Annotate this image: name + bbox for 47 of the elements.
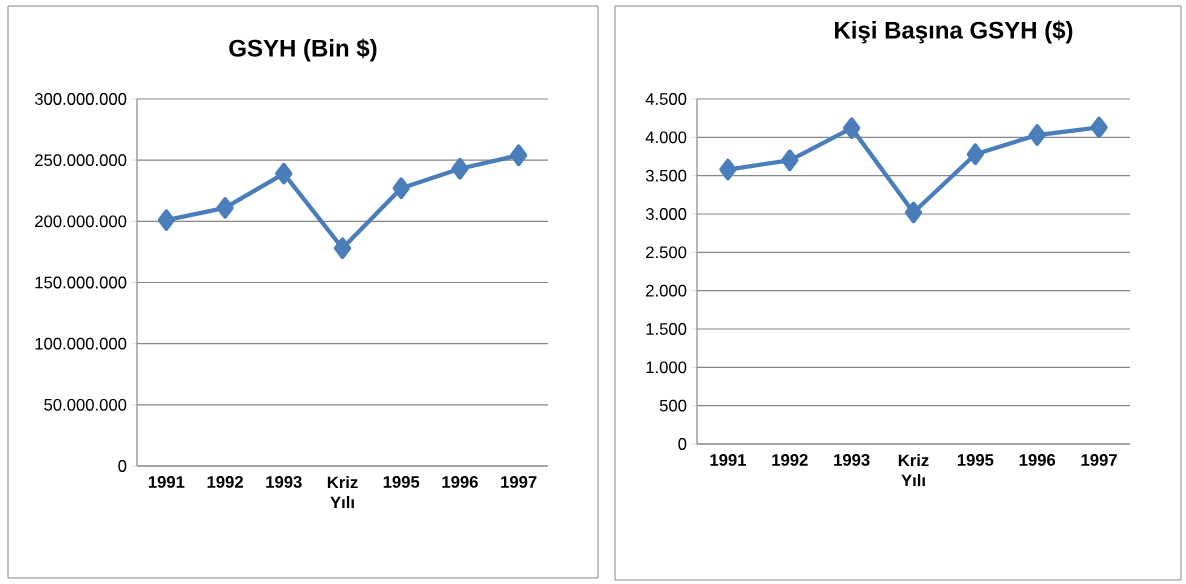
x-tick-label: 1993 xyxy=(266,476,302,488)
x-tick-label: 1997 xyxy=(1081,454,1117,466)
y-tick-label: 1.500 xyxy=(646,323,687,335)
x-tick-label: 1996 xyxy=(1019,454,1056,466)
y-tick-label: 4.000 xyxy=(645,131,687,144)
point xyxy=(333,237,352,260)
x-tick-label: 1997 xyxy=(501,476,537,488)
x-tick-label: Kriz Yılı xyxy=(327,476,358,509)
y-tick-label: 300.000.000 xyxy=(34,93,127,105)
point xyxy=(392,177,410,200)
y-tick-label: 50.000.000 xyxy=(44,398,127,411)
y-tick-label: 3.500 xyxy=(645,169,687,182)
x-tick-label: 1991 xyxy=(148,476,185,488)
point xyxy=(510,144,528,167)
y-tick-label: 150.000.000 xyxy=(35,276,127,289)
point xyxy=(451,157,469,180)
x-tick-label: 1991 xyxy=(710,454,746,466)
x-tick-label: 1996 xyxy=(442,476,478,488)
y-tick-label: 4.500 xyxy=(645,93,687,105)
point xyxy=(275,162,293,185)
point xyxy=(781,149,799,172)
y-tick-label: 3.000 xyxy=(645,208,687,220)
point xyxy=(1090,116,1108,139)
x-tick-label: 1992 xyxy=(772,454,808,466)
y-tick-label: 100.000.000 xyxy=(35,337,127,350)
y-tick-label: 200.000.000 xyxy=(35,215,127,228)
x-tick-label: 1992 xyxy=(207,476,243,488)
x-tick-label: 1993 xyxy=(834,454,870,466)
x-tick-label: 1995 xyxy=(957,454,994,466)
y-tick-label: 250.000.000 xyxy=(35,154,127,167)
x-tick-label: Kriz Yılı xyxy=(898,454,929,487)
point xyxy=(904,201,923,224)
chart-title: Kişi Başına GSYH ($) xyxy=(835,20,1073,44)
y-tick-label: 2.500 xyxy=(646,246,687,259)
y-tick-label: 500 xyxy=(659,399,687,412)
point xyxy=(157,209,175,231)
y-tick-label: 1.000 xyxy=(646,361,687,374)
point xyxy=(216,197,234,219)
point xyxy=(843,117,861,139)
point xyxy=(966,143,984,165)
point xyxy=(719,158,737,181)
y-tick-label: 0 xyxy=(678,438,687,450)
chart-title: GSYH (Bin $) xyxy=(229,38,377,62)
point xyxy=(1028,124,1046,146)
y-tick-label: 0 xyxy=(118,460,127,472)
x-tick-label: 1995 xyxy=(383,476,420,488)
y-tick-label: 2.000 xyxy=(646,284,687,297)
